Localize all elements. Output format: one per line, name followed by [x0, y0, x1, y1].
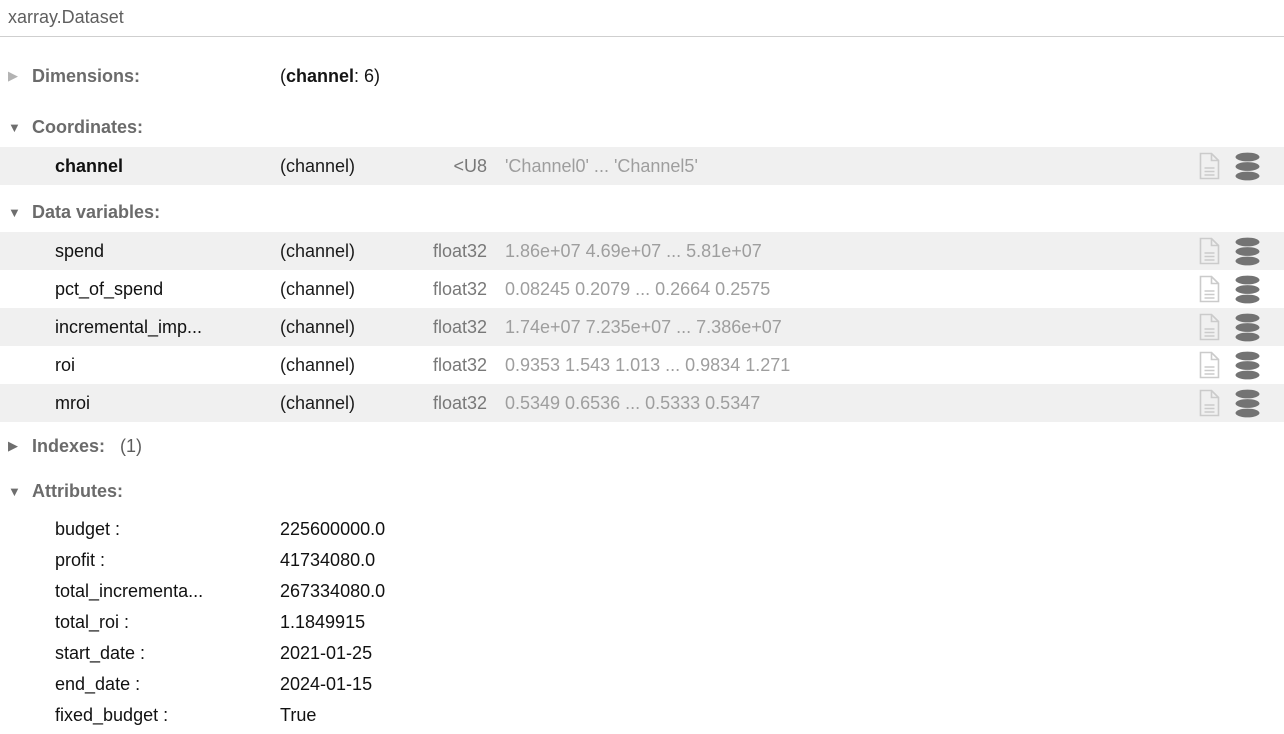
var-dtype: float32	[432, 240, 487, 261]
var-dtype: float32	[432, 392, 487, 413]
attribute-value: 2021-01-25	[280, 643, 373, 663]
database-icon[interactable]	[1233, 275, 1262, 304]
dataset-type-label: xarray.Dataset	[0, 0, 1284, 37]
var-dims: (channel)	[280, 354, 356, 375]
section-dimensions-header[interactable]: ▶ Dimensions: (channel: 6)	[0, 61, 1284, 91]
section-data-variables-label: Data variables:	[32, 201, 161, 222]
var-preview: 1.86e+07 4.69e+07 ... 5.81e+07	[505, 240, 762, 261]
section-data-variables-header[interactable]: ▼ Data variables:	[0, 197, 1284, 227]
list-item: total_roi : 1.1849915	[0, 607, 1284, 638]
attribute-value: 41734080.0	[280, 550, 376, 570]
database-icon[interactable]	[1233, 152, 1262, 181]
list-item: start_date : 2021-01-25	[0, 638, 1284, 669]
attribute-value: True	[280, 705, 317, 725]
table-row: roi (channel) float32 0.9353 1.543 1.013…	[0, 346, 1284, 384]
collapse-arrow-icon: ▼	[8, 119, 21, 135]
var-dims: (channel)	[280, 316, 356, 337]
attribute-name: end_date :	[55, 674, 141, 694]
data-variables-rows: spend (channel) float32 1.86e+07 4.69e+0…	[0, 232, 1284, 422]
document-icon[interactable]	[1198, 237, 1221, 265]
var-preview: 'Channel0' ... 'Channel5'	[505, 155, 698, 176]
attribute-name: profit :	[55, 550, 106, 570]
list-item: budget : 225600000.0	[0, 514, 1284, 545]
var-icons	[1198, 389, 1262, 418]
list-item: end_date : 2024-01-15	[0, 669, 1284, 700]
table-row: pct_of_spend (channel) float32 0.08245 0…	[0, 270, 1284, 308]
var-preview: 0.08245 0.2079 ... 0.2664 0.2575	[505, 278, 771, 299]
attributes-list: budget : 225600000.0 profit : 41734080.0…	[0, 514, 1284, 731]
var-dims: (channel)	[280, 240, 356, 261]
section-indexes-label: Indexes:	[32, 435, 106, 456]
var-dtype: float32	[432, 278, 487, 299]
var-icons	[1198, 152, 1262, 181]
section-indexes-header[interactable]: ▶ Indexes: (1)	[0, 431, 1284, 461]
var-name: mroi	[55, 392, 90, 413]
var-name: incremental_imp...	[55, 316, 203, 337]
list-item: fixed_budget : True	[0, 700, 1284, 731]
attribute-value: 2024-01-15	[280, 674, 373, 694]
var-icons	[1198, 313, 1262, 342]
section-dimensions: ▶ Dimensions: (channel: 6)	[0, 61, 1284, 91]
var-dims: (channel)	[280, 155, 356, 176]
indexes-count: (1)	[120, 435, 143, 456]
attribute-value: 267334080.0	[280, 581, 386, 601]
var-icons	[1198, 275, 1262, 304]
section-attributes: ▼ Attributes: budget : 225600000.0 profi…	[0, 476, 1284, 731]
table-row: spend (channel) float32 1.86e+07 4.69e+0…	[0, 232, 1284, 270]
var-dtype: <U8	[453, 155, 487, 176]
table-row: channel (channel) <U8 'Channel0' ... 'Ch…	[0, 147, 1284, 185]
attribute-name: start_date :	[55, 643, 146, 663]
document-icon[interactable]	[1198, 313, 1221, 341]
section-coordinates-header[interactable]: ▼ Coordinates:	[0, 112, 1284, 142]
section-dimensions-label: Dimensions:	[32, 65, 141, 86]
table-row: mroi (channel) float32 0.5349 0.6536 ...…	[0, 384, 1284, 422]
var-dtype: float32	[432, 316, 487, 337]
var-name: channel	[55, 155, 124, 176]
database-icon[interactable]	[1233, 389, 1262, 418]
database-icon[interactable]	[1233, 351, 1262, 380]
database-icon[interactable]	[1233, 237, 1262, 266]
var-preview: 1.74e+07 7.235e+07 ... 7.386e+07	[505, 316, 782, 337]
var-name: spend	[55, 240, 105, 261]
attribute-name: fixed_budget :	[55, 705, 169, 725]
var-name: pct_of_spend	[55, 278, 164, 299]
var-icons	[1198, 351, 1262, 380]
var-icons	[1198, 237, 1262, 266]
attribute-value: 1.1849915	[280, 612, 366, 632]
section-attributes-header[interactable]: ▼ Attributes:	[0, 476, 1284, 506]
dimension-name: channel	[286, 65, 355, 86]
collapse-arrow-icon: ▼	[8, 483, 21, 499]
database-icon[interactable]	[1233, 313, 1262, 342]
var-preview: 0.9353 1.543 1.013 ... 0.9834 1.271	[505, 354, 791, 375]
var-dims: (channel)	[280, 278, 356, 299]
attribute-name: budget :	[55, 519, 121, 539]
list-item: total_incrementa... 267334080.0	[0, 576, 1284, 607]
attribute-name: total_roi :	[55, 612, 130, 632]
var-preview: 0.5349 0.6536 ... 0.5333 0.5347	[505, 392, 761, 413]
var-name: roi	[55, 354, 76, 375]
section-indexes: ▶ Indexes: (1)	[0, 431, 1284, 461]
dimensions-summary: (channel: 6)	[280, 65, 381, 86]
dataset-sections: ▶ Dimensions: (channel: 6) ▼ Coordinates…	[0, 61, 1284, 731]
coordinates-rows: channel (channel) <U8 'Channel0' ... 'Ch…	[0, 147, 1284, 185]
section-data-variables: ▼ Data variables: spend (channel) float3…	[0, 197, 1284, 422]
attribute-name: total_incrementa...	[55, 581, 204, 601]
section-coordinates: ▼ Coordinates: channel (channel) <U8 'Ch…	[0, 112, 1284, 185]
list-item: profit : 41734080.0	[0, 545, 1284, 576]
var-dims: (channel)	[280, 392, 356, 413]
expand-arrow-icon: ▶	[8, 438, 18, 453]
attribute-value: 225600000.0	[280, 519, 386, 539]
expand-arrow-icon: ▶	[8, 68, 18, 83]
table-row: incremental_imp... (channel) float32 1.7…	[0, 308, 1284, 346]
section-coordinates-label: Coordinates:	[32, 116, 144, 137]
section-attributes-label: Attributes:	[32, 480, 123, 501]
document-icon[interactable]	[1198, 389, 1221, 417]
document-icon[interactable]	[1198, 351, 1221, 379]
collapse-arrow-icon: ▼	[8, 204, 21, 220]
var-dtype: float32	[432, 354, 487, 375]
document-icon[interactable]	[1198, 275, 1221, 303]
document-icon[interactable]	[1198, 152, 1221, 180]
